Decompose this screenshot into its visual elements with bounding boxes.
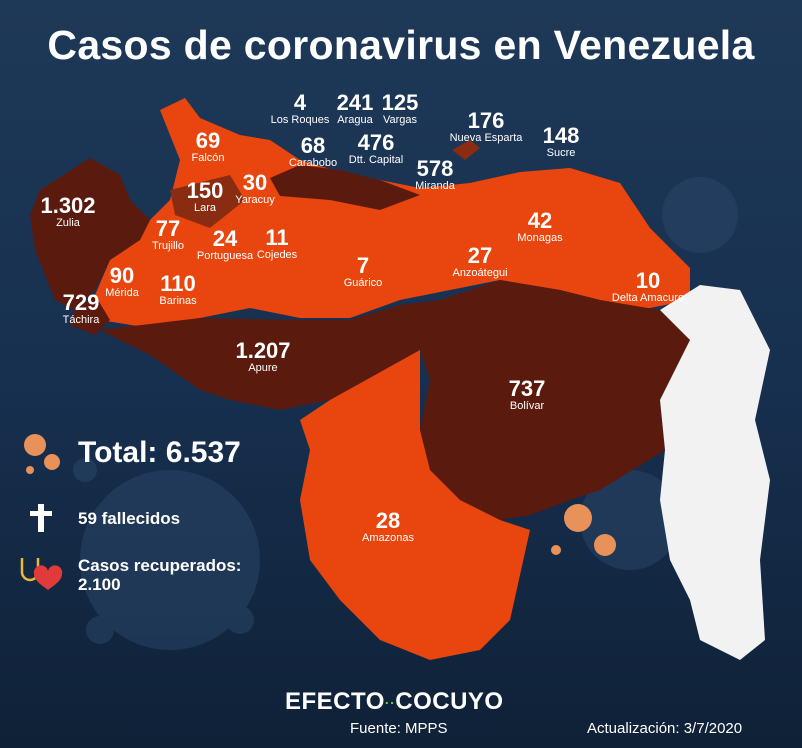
state-label-portuguesa: 24 Portuguesa [197,228,253,262]
state-cases: 7 [356,253,370,278]
region-essequibo [660,285,770,660]
state-cases: 10 [635,268,661,293]
state-name: Dtt. Capital [348,154,404,166]
state-label-bolivar: 737 Bolívar [509,378,546,412]
state-cases: 241 [336,90,374,115]
state-label-sucre: 148 Sucre [543,125,580,159]
state-label-losroques: 4 Los Roques [271,92,330,126]
state-name: Guárico [343,277,383,289]
state-label-guarico: 7 Guárico [344,255,383,289]
page-title: Casos de coronavirus en Venezuela [47,22,755,68]
state-cases: 42 [527,208,553,233]
state-cases: 30 [242,170,268,195]
state-label-cojedes: 11 Cojedes [257,227,297,261]
virus-icon [24,434,616,556]
state-name: Táchira [62,314,100,326]
state-label-zulia: 1.302 Zulia [40,195,95,229]
state-cases: 24 [212,226,238,251]
state-name: Anzoátegui [452,267,508,279]
state-name: Zulia [56,217,80,229]
state-label-trujillo: 77 Trujillo [152,218,184,252]
recovered-cases: Casos recuperados: 2.100 [78,556,242,594]
state-cases: 11 [265,225,289,250]
state-label-capital: 476 Dtt. Capital [349,132,403,166]
state-label-vargas: 125 Vargas [382,92,419,126]
state-name: Vargas [382,114,418,126]
region-lara [170,175,245,228]
state-cases: 27 [467,243,493,268]
state-label-barinas: 110 Barinas [159,273,196,307]
state-label-yaracuy: 30 Yaracuy [235,172,275,206]
state-name: Monagas [517,232,563,244]
state-name: Lara [193,202,217,214]
state-name: Los Roques [270,114,330,126]
state-label-lara: 150 Lara [187,180,224,214]
state-name: Trujillo [152,240,184,252]
state-name: Barinas [159,295,197,307]
state-name: Portuguesa [196,250,254,262]
state-cases: 578 [416,156,454,181]
state-name: Cojedes [256,249,298,261]
region-apure [100,300,440,410]
state-cases: 68 [300,133,326,158]
region-falcon-north [95,98,690,328]
stethoscope-heart-icon [20,558,63,590]
state-cases: 176 [467,108,505,133]
state-label-carabobo: 68 Carabobo [289,135,337,169]
state-cases: 148 [542,123,580,148]
source-text: Fuente: MPPS [350,720,448,737]
efecto-cocuyo-logo: EFECTO··COCUYO [285,688,504,715]
recovered-label: Casos recuperados: [78,556,242,575]
state-label-aragua: 241 Aragua [337,92,374,126]
state-cases: 737 [508,376,546,401]
state-cases: 150 [186,178,224,203]
state-name: Carabobo [288,157,338,169]
region-nueva-esparta [452,140,480,160]
state-cases: 4 [293,90,307,115]
state-name: Aragua [337,114,373,126]
state-label-monagas: 42 Monagas [517,210,562,244]
cross-icon [30,504,52,532]
region-bolivar [420,280,690,520]
state-cases: 476 [357,130,395,155]
state-name: Mérida [105,287,139,299]
state-name: Nueva Esparta [449,132,523,144]
state-label-falcon: 69 Falcón [191,130,224,164]
region-tachira [70,295,110,335]
state-label-miranda: 578 Miranda [415,158,455,192]
state-name: Amazonas [362,532,414,544]
state-label-apure: 1.207 Apure [235,340,290,374]
state-name: Bolívar [509,400,545,412]
state-name: Sucre [546,147,576,159]
state-cases: 729 [62,290,100,315]
total-cases: Total: 6.537 [78,436,241,469]
state-cases: 28 [375,508,401,533]
state-cases: 1.302 [40,193,96,218]
state-label-anzoategui: 27 Anzoátegui [452,245,507,279]
state-label-nuevaesparta: 176 Nueva Esparta [450,110,523,144]
state-label-merida: 90 Mérida [105,265,139,299]
recovered-value: 2.100 [78,574,121,594]
state-cases: 125 [381,90,419,115]
state-label-amazonas: 28 Amazonas [362,510,414,544]
state-cases: 69 [195,128,221,153]
state-name: Yaracuy [235,194,275,206]
state-name: Miranda [415,180,455,192]
deaths-count: 59 fallecidos [78,509,181,528]
state-cases: 110 [160,271,196,296]
state-label-delta: 10 Delta Amacuro [612,270,684,304]
state-cases: 77 [155,216,181,241]
region-zulia [30,158,150,310]
state-name: Falcón [191,152,225,164]
state-cases: 90 [109,263,135,288]
state-name: Delta Amacuro [611,292,685,304]
update-date: Actualización: 3/7/2020 [587,720,743,737]
state-name: Apure [248,362,278,374]
state-label-tachira: 729 Táchira [63,292,100,326]
region-amazonas [300,350,530,660]
state-cases: 1.207 [235,338,291,363]
region-central-coast [270,165,420,210]
